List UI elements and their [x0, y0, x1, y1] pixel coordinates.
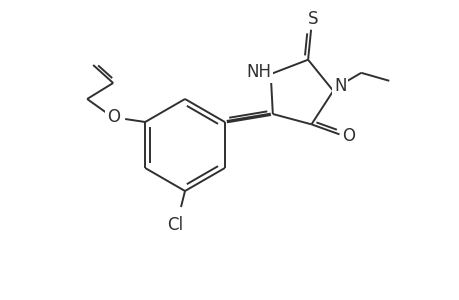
Text: Cl: Cl [167, 216, 183, 234]
Text: O: O [106, 108, 119, 126]
Text: N: N [333, 77, 346, 95]
Text: O: O [341, 128, 354, 146]
Text: S: S [307, 10, 318, 28]
Text: NH: NH [246, 63, 271, 81]
